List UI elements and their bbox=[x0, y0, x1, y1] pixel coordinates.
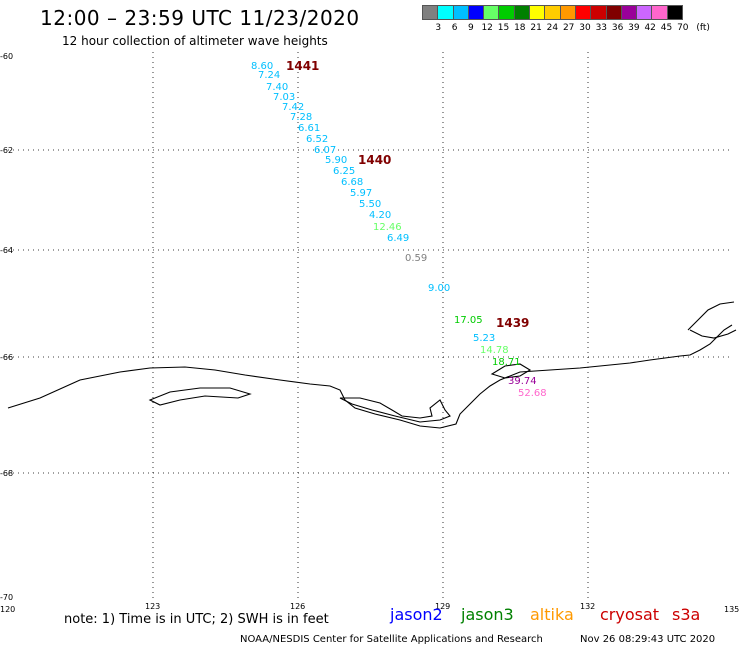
scale-label: 6 bbox=[451, 23, 458, 33]
scale-swatch bbox=[452, 5, 469, 20]
wave-height-label: 17.05 bbox=[454, 315, 483, 326]
longitude-tick-label: 126 bbox=[290, 602, 305, 611]
scale-label: 33 bbox=[595, 23, 608, 33]
wave-height-label: 6.49 bbox=[387, 233, 409, 244]
longitude-tick-label: 123 bbox=[145, 602, 160, 611]
scale-label: 27 bbox=[562, 23, 575, 33]
wave-height-label: 6.25 bbox=[333, 166, 355, 177]
scale-swatch bbox=[636, 5, 653, 20]
scale-label: 42 bbox=[644, 23, 656, 33]
wave-height-label: 39.74 bbox=[508, 376, 537, 387]
scale-label: 39 bbox=[628, 23, 640, 33]
wave-height-label: 5.97 bbox=[350, 188, 372, 199]
wave-height-label: 7.03 bbox=[273, 92, 295, 103]
scale-label: 12 bbox=[481, 23, 493, 33]
scale-label: 24 bbox=[546, 23, 559, 33]
wave-height-label: 6.07 bbox=[314, 145, 336, 156]
scale-label: 9 bbox=[468, 23, 474, 33]
wave-height-label: 8.60 bbox=[251, 61, 273, 72]
wave-height-label: 5.50 bbox=[359, 199, 381, 210]
latitude-tick-label: -68 bbox=[0, 469, 13, 478]
scale-label: 45 bbox=[660, 23, 673, 33]
longitude-tick-label: 120 bbox=[0, 605, 15, 614]
wave-height-label: 12.46 bbox=[373, 222, 402, 233]
scale-label: 36 bbox=[611, 23, 624, 33]
scale-swatch bbox=[467, 5, 485, 20]
satellite-jason3: jason3 bbox=[461, 605, 514, 624]
generated-timestamp: Nov 26 08:29:43 UTC 2020 bbox=[580, 634, 716, 645]
scale-swatch bbox=[590, 5, 607, 20]
longitude-tick-label: 135 bbox=[724, 605, 739, 614]
scale-label: 18 bbox=[514, 23, 526, 33]
scale-swatch bbox=[422, 5, 439, 20]
scale-swatch bbox=[513, 5, 531, 20]
longitude-tick-label: 132 bbox=[580, 602, 595, 611]
scale-swatch bbox=[620, 5, 638, 20]
satellite-altika: altika bbox=[530, 605, 574, 624]
scale-label: 70 bbox=[677, 23, 689, 33]
latitude-tick-label: -62 bbox=[0, 146, 13, 155]
wave-height-label: 7.28 bbox=[290, 112, 312, 123]
wave-height-label: 9.00 bbox=[428, 283, 450, 294]
latitude-tick-label: -60 bbox=[0, 52, 13, 61]
scale-swatch bbox=[651, 5, 668, 20]
satellite-s3a: s3a bbox=[672, 605, 701, 624]
map-subtitle: 12 hour collection of altimeter wave hei… bbox=[62, 34, 328, 48]
wave-height-label: 6.52 bbox=[306, 134, 328, 145]
scale-swatches bbox=[422, 5, 684, 20]
wave-height-label: 7.24 bbox=[258, 70, 280, 81]
scale-swatch bbox=[529, 5, 546, 20]
scale-swatch bbox=[498, 5, 515, 20]
satellite-cryosat: cryosat bbox=[600, 605, 660, 624]
wave-height-label: 5.23 bbox=[473, 333, 495, 344]
wave-height-label: 52.68 bbox=[518, 388, 547, 399]
observation-labels: 8.607.247.407.037.427.286.616.526.075.90… bbox=[251, 61, 547, 399]
coastline bbox=[7, 301, 737, 429]
scale-label: 30 bbox=[579, 23, 591, 33]
scale-swatch bbox=[666, 5, 684, 20]
wave-height-label: 4.20 bbox=[369, 210, 391, 221]
footer-note: note: 1) Time is in UTC; 2) SWH is in fe… bbox=[64, 612, 329, 627]
grid-lines bbox=[8, 52, 732, 600]
latitude-tick-label: -66 bbox=[0, 353, 13, 362]
credit-line: NOAA/NESDIS Center for Satellite Applica… bbox=[240, 634, 543, 645]
wave-height-label: 0.59 bbox=[405, 253, 427, 264]
scale-label: 3 bbox=[435, 23, 442, 33]
pass-labels: 1441 1440 1439 bbox=[286, 59, 529, 330]
wave-height-label: 7.40 bbox=[266, 82, 288, 93]
scale-label: 15 bbox=[497, 23, 510, 33]
longitude-tick-label: 129 bbox=[435, 602, 450, 611]
scale-label: (ft) bbox=[696, 23, 710, 33]
wave-height-label: 5.90 bbox=[325, 155, 347, 166]
pass-label-1439: 1439 bbox=[496, 316, 529, 330]
satellite-jason2: jason2 bbox=[390, 605, 443, 624]
scale-swatch bbox=[605, 5, 622, 20]
scale-labels: 3 6 9 12 15 18 21 24 27 30 33 36 39 42 45 70 (ft) bbox=[422, 23, 740, 35]
wave-height-label: 6.61 bbox=[298, 123, 320, 134]
scale-swatch bbox=[574, 5, 592, 20]
scale-label: 21 bbox=[530, 23, 542, 33]
latitude-tick-label: -70 bbox=[0, 593, 13, 602]
wave-height-label: 18.71 bbox=[492, 357, 521, 368]
wave-height-label: 14.78 bbox=[480, 345, 509, 356]
map-title: 12:00 – 23:59 UTC 11/23/2020 bbox=[40, 6, 360, 30]
scale-swatch bbox=[544, 5, 561, 20]
pass-label-1441: 1441 bbox=[286, 59, 319, 73]
wave-height-label: 6.68 bbox=[341, 177, 363, 188]
wave-height-label: 7.42 bbox=[282, 102, 304, 113]
scale-swatch bbox=[437, 5, 454, 20]
scale-swatch bbox=[559, 5, 576, 20]
scale-swatch bbox=[483, 5, 500, 20]
wave-height-color-scale: 3 6 9 12 15 18 21 24 27 30 33 36 39 42 45 70 (ft) bbox=[422, 5, 710, 33]
latitude-tick-label: -64 bbox=[0, 246, 13, 255]
pass-label-1440: 1440 bbox=[358, 153, 391, 167]
axis-tick-labels: -60 -62 -64 -66 -68 -70 120 123 126 129 132 135 bbox=[0, 52, 739, 614]
